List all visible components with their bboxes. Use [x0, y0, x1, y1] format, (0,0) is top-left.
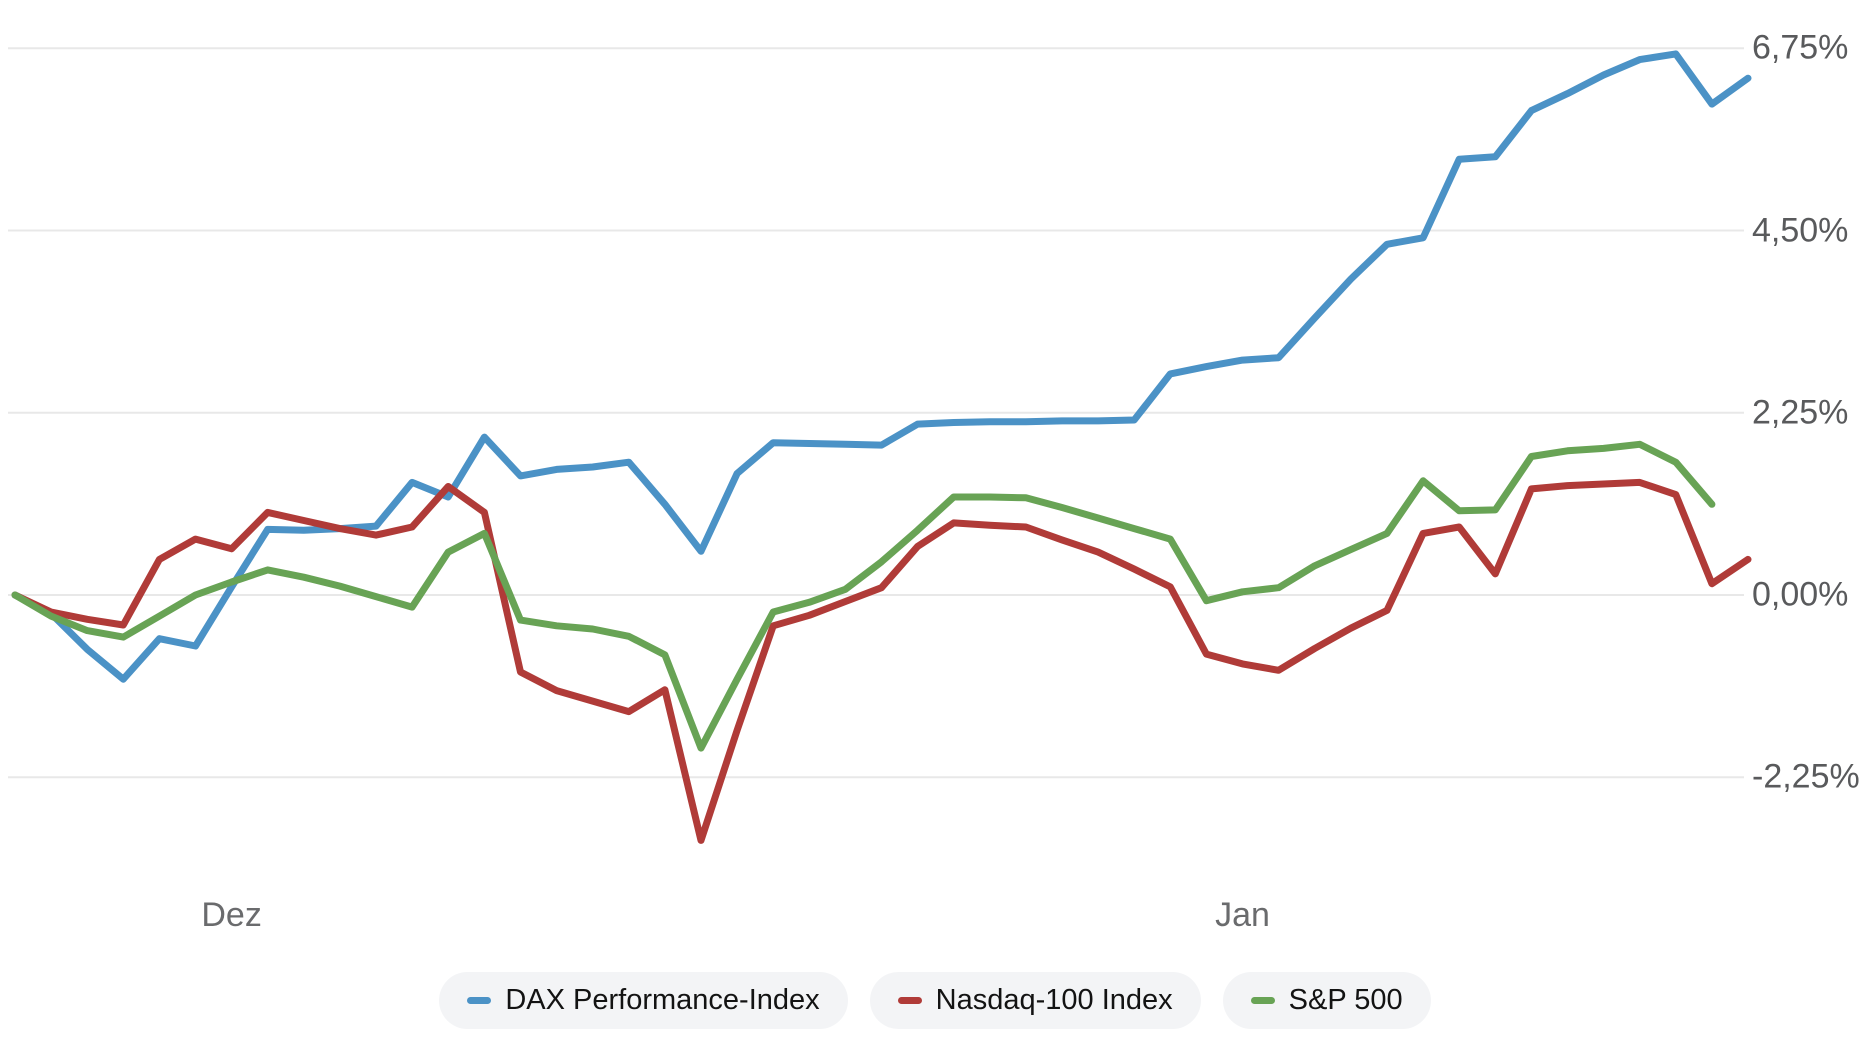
legend-series-dash-icon — [467, 997, 492, 1004]
legend-item-nasdaq-100-index[interactable]: Nasdaq-100 Index — [869, 972, 1201, 1029]
series-line-dax-performance-index[interactable] — [11, 50, 1752, 683]
y-tick-label: 2,25% — [1752, 393, 1849, 432]
x-tick-label-jan: Jan — [1215, 896, 1270, 934]
x-tick-label-dez: Dez — [201, 896, 262, 934]
legend-item-label: S&P 500 — [1288, 984, 1403, 1016]
legend: DAX Performance-Index Nasdaq-100 Index S&P… — [0, 972, 1870, 1029]
legend-item-label: Nasdaq-100 Index — [935, 984, 1173, 1016]
series-line-s-p-500[interactable] — [11, 440, 1716, 752]
legend-series-dash-icon — [897, 997, 922, 1004]
gridlines — [8, 47, 1744, 779]
y-tick-label: 6,75% — [1752, 28, 1849, 67]
legend-series-dash-icon — [1250, 997, 1275, 1004]
legend-item-dax-performance-index[interactable]: DAX Performance-Index — [439, 972, 848, 1029]
y-tick-label: 4,50% — [1752, 211, 1849, 249]
y-tick-label: -2,25% — [1752, 757, 1860, 796]
series-line-nasdaq-100-index[interactable] — [11, 478, 1752, 844]
legend-item-s-p-500[interactable]: S&P 500 — [1222, 972, 1431, 1029]
y-tick-label: 0,00% — [1752, 575, 1849, 614]
legend-item-label: DAX Performance-Index — [505, 984, 820, 1016]
